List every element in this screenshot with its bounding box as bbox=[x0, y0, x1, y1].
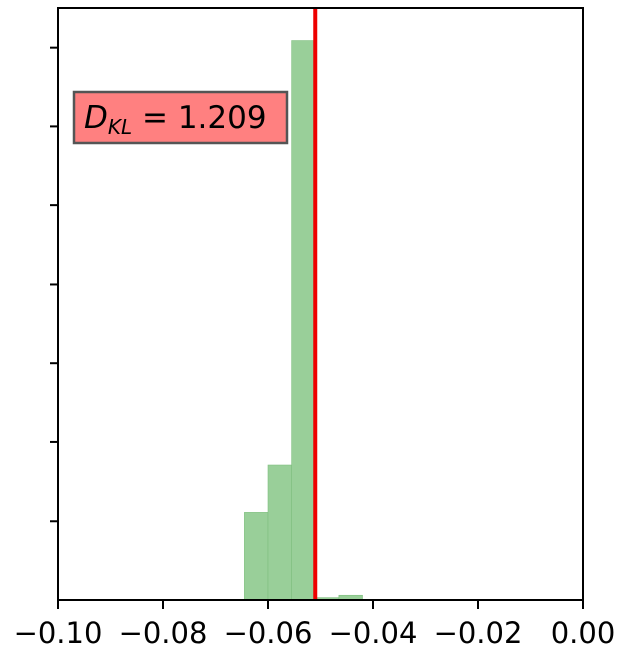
histogram-bar bbox=[267, 464, 292, 601]
x-tick-label: −0.04 bbox=[329, 616, 418, 648]
annotation-box bbox=[72, 90, 289, 145]
annotation-value: = 1.209 bbox=[132, 100, 266, 136]
histogram-bar bbox=[291, 40, 316, 601]
plot-frame bbox=[57, 7, 584, 601]
kl-divergence-annotation: DKL = 1.209 bbox=[72, 90, 289, 145]
annotation-symbol: D bbox=[84, 100, 108, 136]
ticks-layer: −0.10 −0.08 −0.06 −0.04 −0.02 0.00 bbox=[14, 46, 616, 648]
x-tick-label: −0.10 bbox=[14, 616, 103, 648]
x-tick-label: −0.06 bbox=[224, 616, 313, 648]
annotation-text: DKL = 1.209 bbox=[84, 100, 267, 139]
annotation-subscript: KL bbox=[108, 115, 132, 139]
bars-layer bbox=[244, 40, 363, 601]
x-tick-label: −0.08 bbox=[119, 616, 208, 648]
x-tick-label: 0.00 bbox=[551, 616, 616, 648]
histogram-bar bbox=[244, 512, 269, 601]
x-tick-label: −0.02 bbox=[434, 616, 523, 648]
